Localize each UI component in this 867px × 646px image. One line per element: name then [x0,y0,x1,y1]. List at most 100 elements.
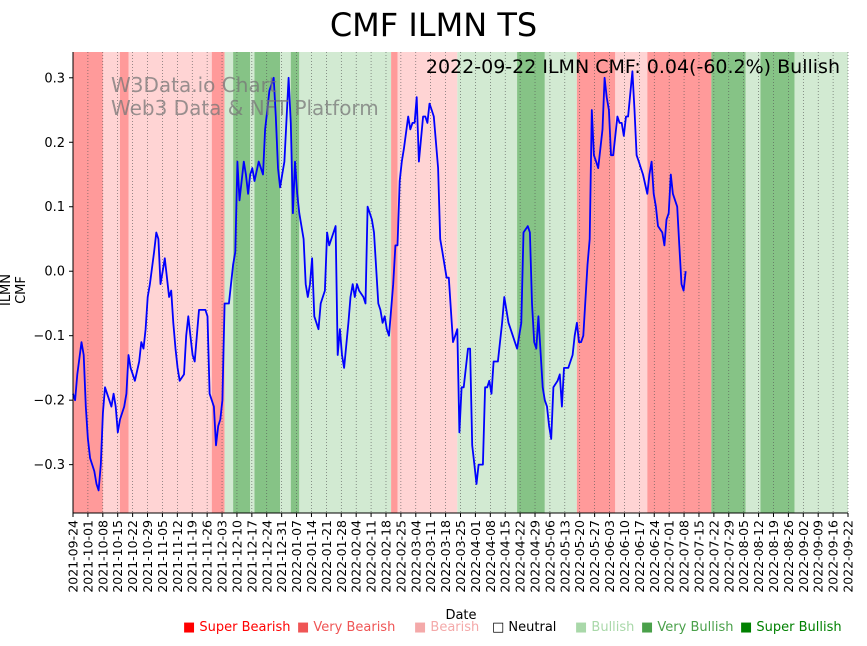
x-tick-label: 2022-07-22 [706,520,721,593]
x-tick-label: 2022-09-22 [841,520,856,593]
band-bullish [299,52,392,513]
band-very_bearish [211,52,225,513]
x-tick-label: 2022-06-17 [632,520,647,593]
x-tick-label: 2022-01-21 [319,520,334,593]
chart-title: CMF ILMN TS [329,6,538,44]
x-tick-label: 2022-05-20 [572,520,587,593]
band-bullish [745,52,761,513]
y-tick-label: −0.2 [33,394,65,409]
x-tick-label: 2021-10-15 [110,520,125,593]
band-very_bullish [760,52,795,513]
x-tick-label: 2022-02-04 [349,520,364,593]
legend-item: ■ Super Bullish [740,620,842,635]
x-tick-label: 2021-12-17 [244,520,259,593]
x-tick-label: 2022-05-13 [557,520,572,593]
y-tick-label: 0.0 [44,265,65,280]
x-tick-label: 2021-11-19 [185,520,200,593]
x-tick-label: 2022-01-14 [304,520,319,593]
x-tick-label: 2021-11-12 [170,520,185,593]
x-tick-label: 2022-03-04 [408,520,423,593]
band-bearish [615,52,648,513]
series-layer [72,70,687,492]
y-tick-label: 0.3 [44,71,65,86]
band-bearish [397,52,458,513]
x-tick-label: 2022-05-06 [542,520,557,593]
band-bearish [102,52,120,513]
band-very_bullish [711,52,746,513]
x-tick-label: 2022-09-02 [796,520,811,593]
x-tick-label: 2022-02-25 [393,520,408,593]
x-tick-label: 2022-07-01 [662,520,677,593]
y-tick-label: −0.3 [33,458,65,473]
x-tick-label: 2021-11-05 [155,520,170,593]
x-tick-label: 2022-08-05 [736,520,751,593]
x-tick-label: 2021-09-24 [66,520,81,593]
x-tick-label: 2022-05-27 [587,520,602,593]
x-tick-label: 2022-08-19 [766,520,781,593]
x-tick-label: 2022-01-07 [289,520,304,593]
x-tick-label: 2022-04-01 [468,520,483,593]
band-very_bearish [391,52,398,513]
x-tick-label: 2022-03-11 [423,520,438,593]
x-tick-label: 2022-06-10 [617,520,632,593]
x-tick-label: 2022-04-08 [483,520,498,593]
x-tick-label: 2022-07-29 [721,520,736,593]
x-tick-label: 2022-04-29 [528,520,543,593]
x-tick-label: 2021-12-03 [215,520,230,593]
x-tick-label: 2022-03-25 [453,520,468,593]
x-gridlines [72,52,849,513]
band-bearish [128,52,212,513]
x-tick-label: 2021-12-24 [259,520,274,593]
legend-item: ■ Super Bearish [183,620,291,635]
x-axis-ticks: 2021-09-24 2021-10-01 2021-10-08 2021-10-15… [66,513,856,593]
x-tick-label: 2022-01-28 [334,520,349,593]
x-tick-label: 2021-10-22 [125,520,140,593]
x-tick-label: 2022-09-09 [811,520,826,593]
x-tick-label: 2021-12-31 [274,520,289,593]
latest-value-annotation: 2022-09-22 ILMN CMF: 0.04(-60.2%) Bullis… [426,56,840,78]
band-very_bullish [233,52,251,513]
sentiment-bands [73,52,848,513]
band-bullish [250,52,255,513]
watermark-line: W3Data.io Chart [111,73,277,97]
x-tick-label: 2022-04-22 [513,520,528,593]
x-tick-label: 2022-08-12 [751,520,766,593]
y-tick-label: 0.2 [44,136,65,151]
x-tick-label: 2022-03-18 [438,520,453,593]
x-tick-label: 2022-07-08 [677,520,692,593]
legend-item: ■ Very Bullish [641,620,734,635]
band-bullish [280,52,291,513]
x-tick-label: 2022-04-15 [498,520,513,593]
x-tick-label: 2022-07-15 [691,520,706,593]
band-bullish [457,52,518,513]
x-tick-label: 2021-10-29 [140,520,155,593]
x-tick-label: 2022-02-11 [364,520,379,593]
x-tick-label: 2022-02-18 [378,520,393,593]
x-tick-label: 2021-10-08 [95,520,110,593]
series-line [72,70,687,492]
x-tick-label: 2021-12-10 [229,520,244,593]
band-very_bearish [119,52,129,513]
y-tick-label: −0.1 [33,329,65,344]
x-tick-label: 2022-09-16 [826,520,841,593]
y-axis-ticks: −0.3 −0.2 −0.1 0.0 0.1 0.2 0.3 [33,71,73,473]
legend-item: □ Neutral [492,620,557,635]
x-tick-label: 2022-08-26 [781,520,796,593]
watermark-line: Web3 Data & NFT Platform [111,96,379,120]
band-bullish [794,52,848,513]
legend-item: ■ Very Bearish [297,620,396,635]
x-tick-label: 2021-11-26 [200,520,215,593]
x-tick-label: 2022-06-24 [647,520,662,593]
annotation-layer: 2022-09-22 ILMN CMF: 0.04(-60.2%) Bullis… [426,56,840,78]
legend-item: ■ Bullish [575,620,635,635]
x-tick-label: 2022-06-03 [602,520,617,593]
band-very_bearish [647,52,712,513]
legend-item: ■ Bearish [414,620,480,635]
x-axis-label: Date [445,608,477,623]
y-tick-label: 0.1 [44,200,65,215]
y-axis-label: ILMN CMF [0,273,29,307]
x-tick-label: 2021-10-01 [80,520,95,593]
band-very_bullish [290,52,300,513]
